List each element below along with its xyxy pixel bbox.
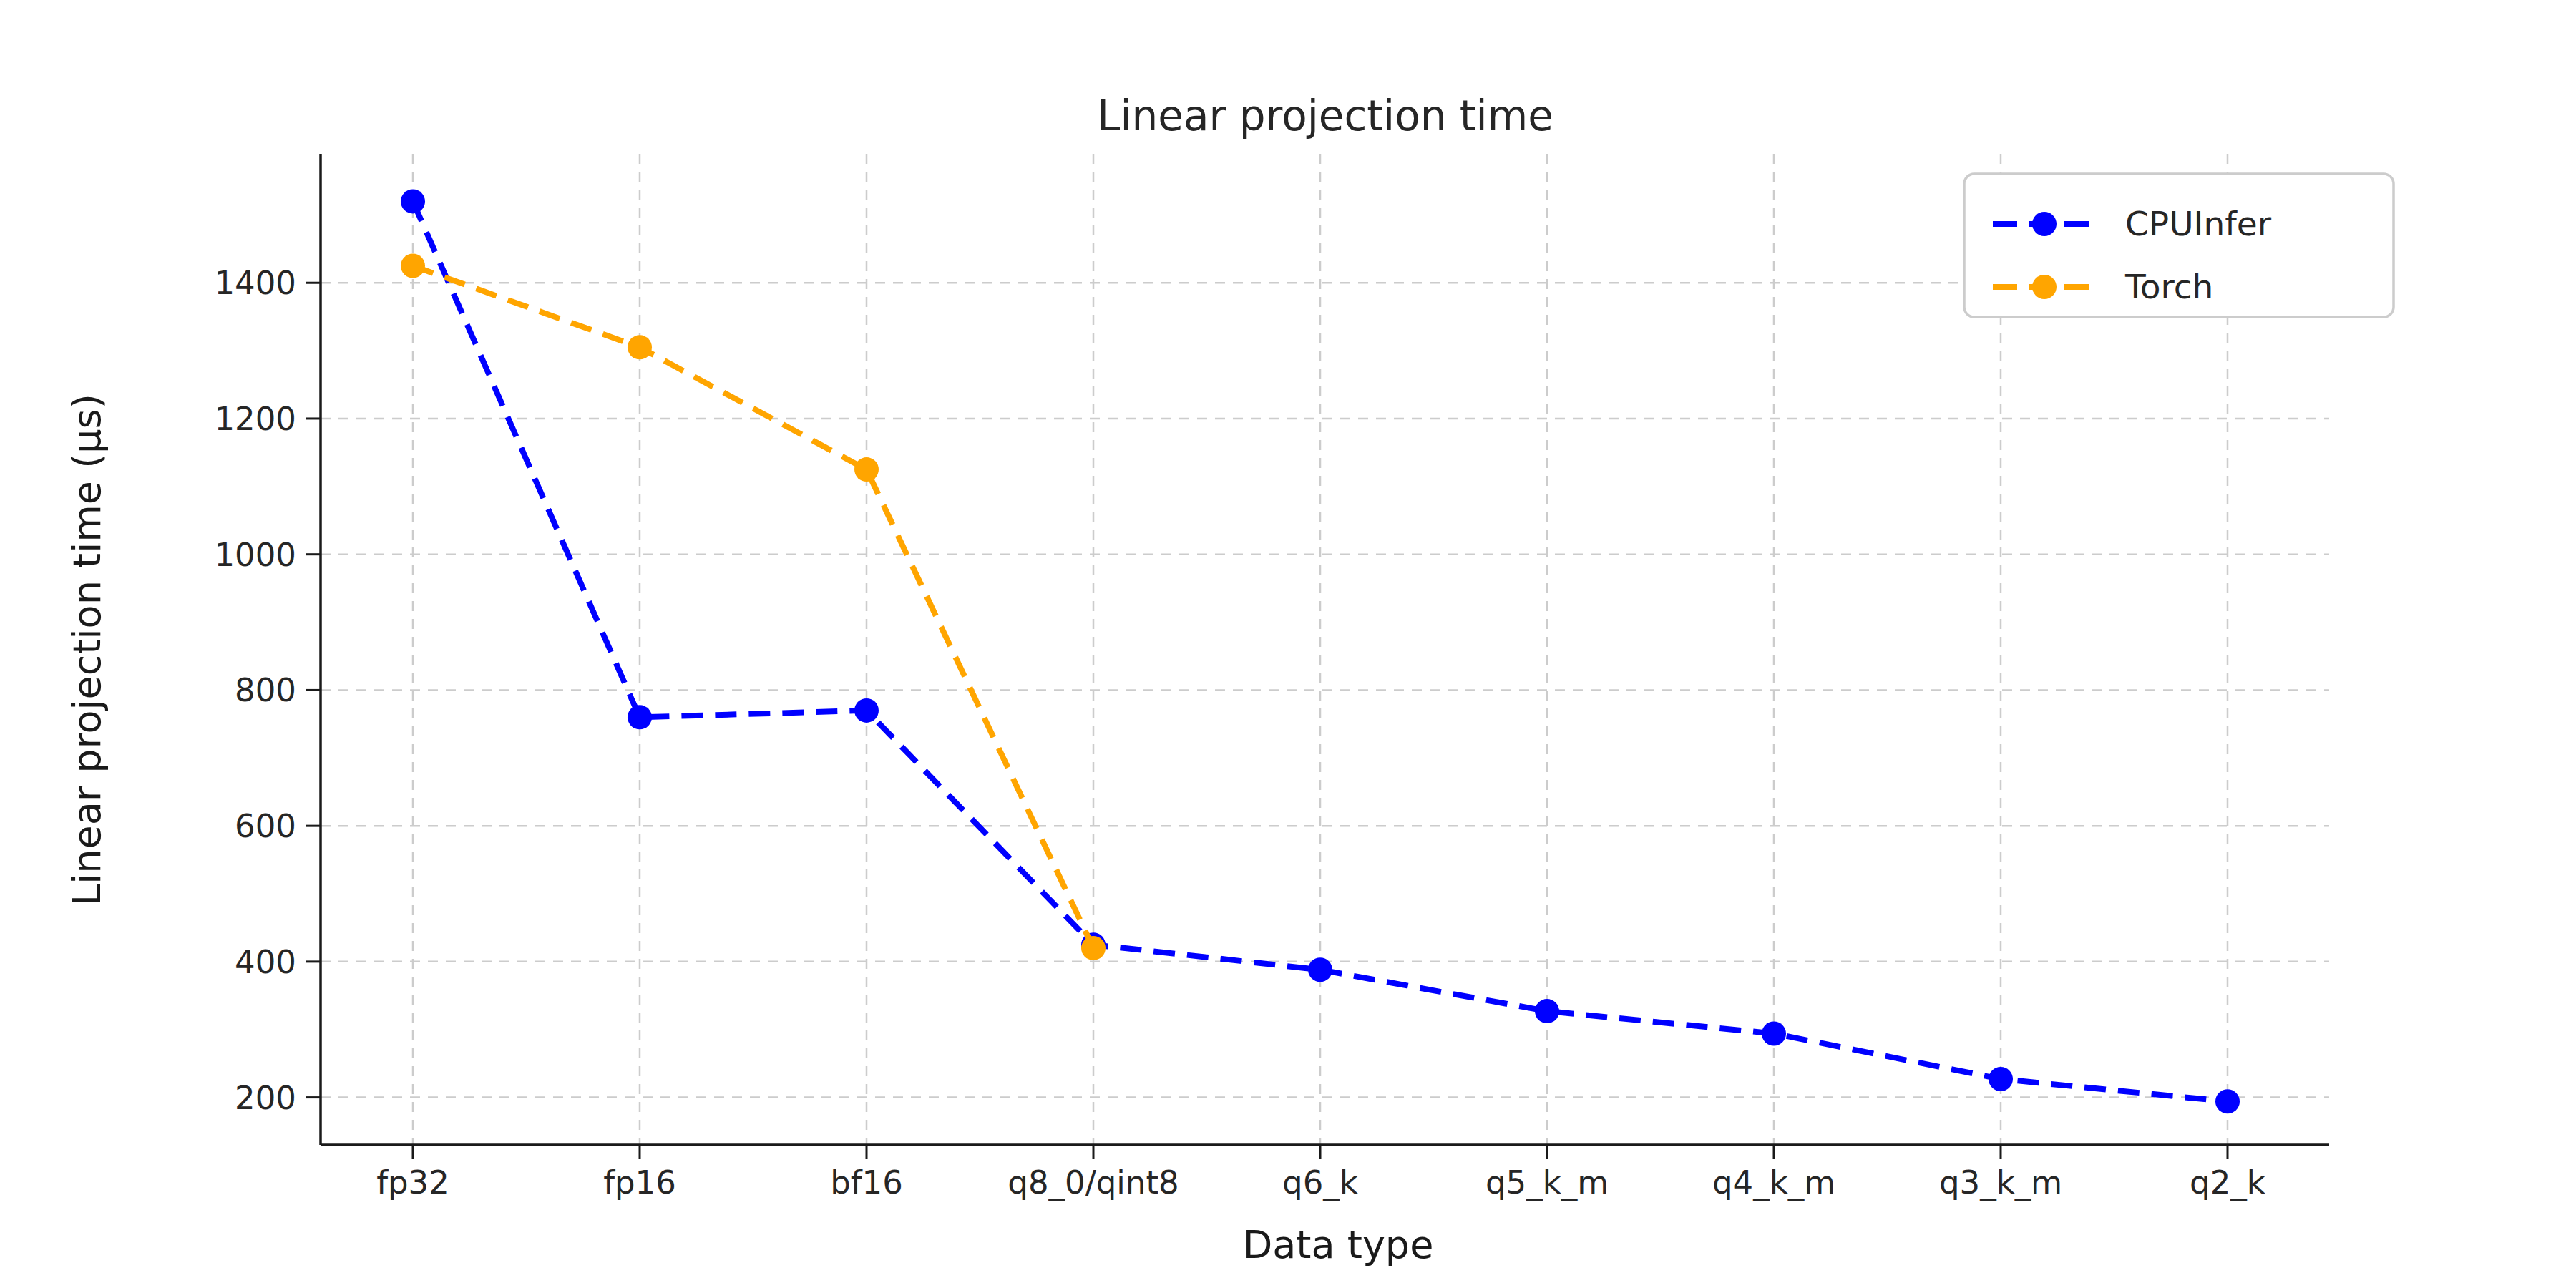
legend-sample-marker — [2032, 275, 2057, 299]
legend-label: CPUInfer — [2125, 204, 2272, 243]
line-chart: 200 400 600 800 1000 1200 1400 fp32 fp16 bf16 q8_0… — [0, 0, 2576, 1288]
data-point-cpuinfer — [1308, 957, 1332, 982]
legend: CPUInfer Torch — [1964, 174, 2394, 317]
x-axis-label: Data type — [1243, 1222, 1434, 1267]
data-point-torch — [401, 254, 425, 278]
x-tick-label: q4_k_m — [1712, 1163, 1835, 1201]
data-point-cpuinfer — [628, 705, 652, 729]
data-point-torch — [854, 457, 879, 482]
x-tick-label: q6_k — [1282, 1163, 1358, 1201]
data-point-cpuinfer — [2215, 1089, 2240, 1113]
y-tick-label: 400 — [235, 943, 296, 981]
y-tick-label: 600 — [235, 807, 296, 845]
y-tick-label: 1400 — [214, 264, 296, 302]
figure-canvas: 200 400 600 800 1000 1200 1400 fp32 fp16 bf16 q8_0… — [0, 0, 2576, 1288]
y-tick-label: 1000 — [214, 536, 296, 574]
x-tick-label: q3_k_m — [1939, 1163, 2062, 1201]
data-point-cpuinfer — [1989, 1067, 2013, 1091]
y-axis-label: Linear projection time (µs) — [64, 394, 109, 906]
data-point-cpuinfer — [1535, 999, 1559, 1023]
data-point-torch — [1081, 936, 1106, 960]
chart-title: Linear projection time — [1097, 92, 1553, 140]
y-tick-label: 1200 — [214, 400, 296, 438]
legend-sample-marker — [2032, 212, 2057, 236]
data-point-cpuinfer — [854, 698, 879, 723]
data-point-cpuinfer — [1762, 1021, 1786, 1045]
x-tick-label: fp32 — [376, 1163, 449, 1201]
tick-labels: 200 400 600 800 1000 1200 1400 fp32 fp16 bf16 q8_0… — [214, 264, 2265, 1201]
legend-label: Torch — [2124, 267, 2213, 306]
data-series — [401, 189, 2240, 1113]
series-line-torch — [413, 266, 1093, 948]
x-tick-label: q5_k_m — [1485, 1163, 1609, 1201]
x-tick-label: q2_k — [2190, 1163, 2265, 1201]
data-point-torch — [628, 335, 652, 359]
y-tick-label: 200 — [235, 1079, 296, 1117]
y-tick-label: 800 — [235, 671, 296, 709]
x-tick-label: fp16 — [603, 1163, 676, 1201]
x-tick-label: q8_0/qint8 — [1008, 1163, 1179, 1201]
x-tick-label: bf16 — [830, 1163, 903, 1201]
data-point-cpuinfer — [401, 189, 425, 213]
